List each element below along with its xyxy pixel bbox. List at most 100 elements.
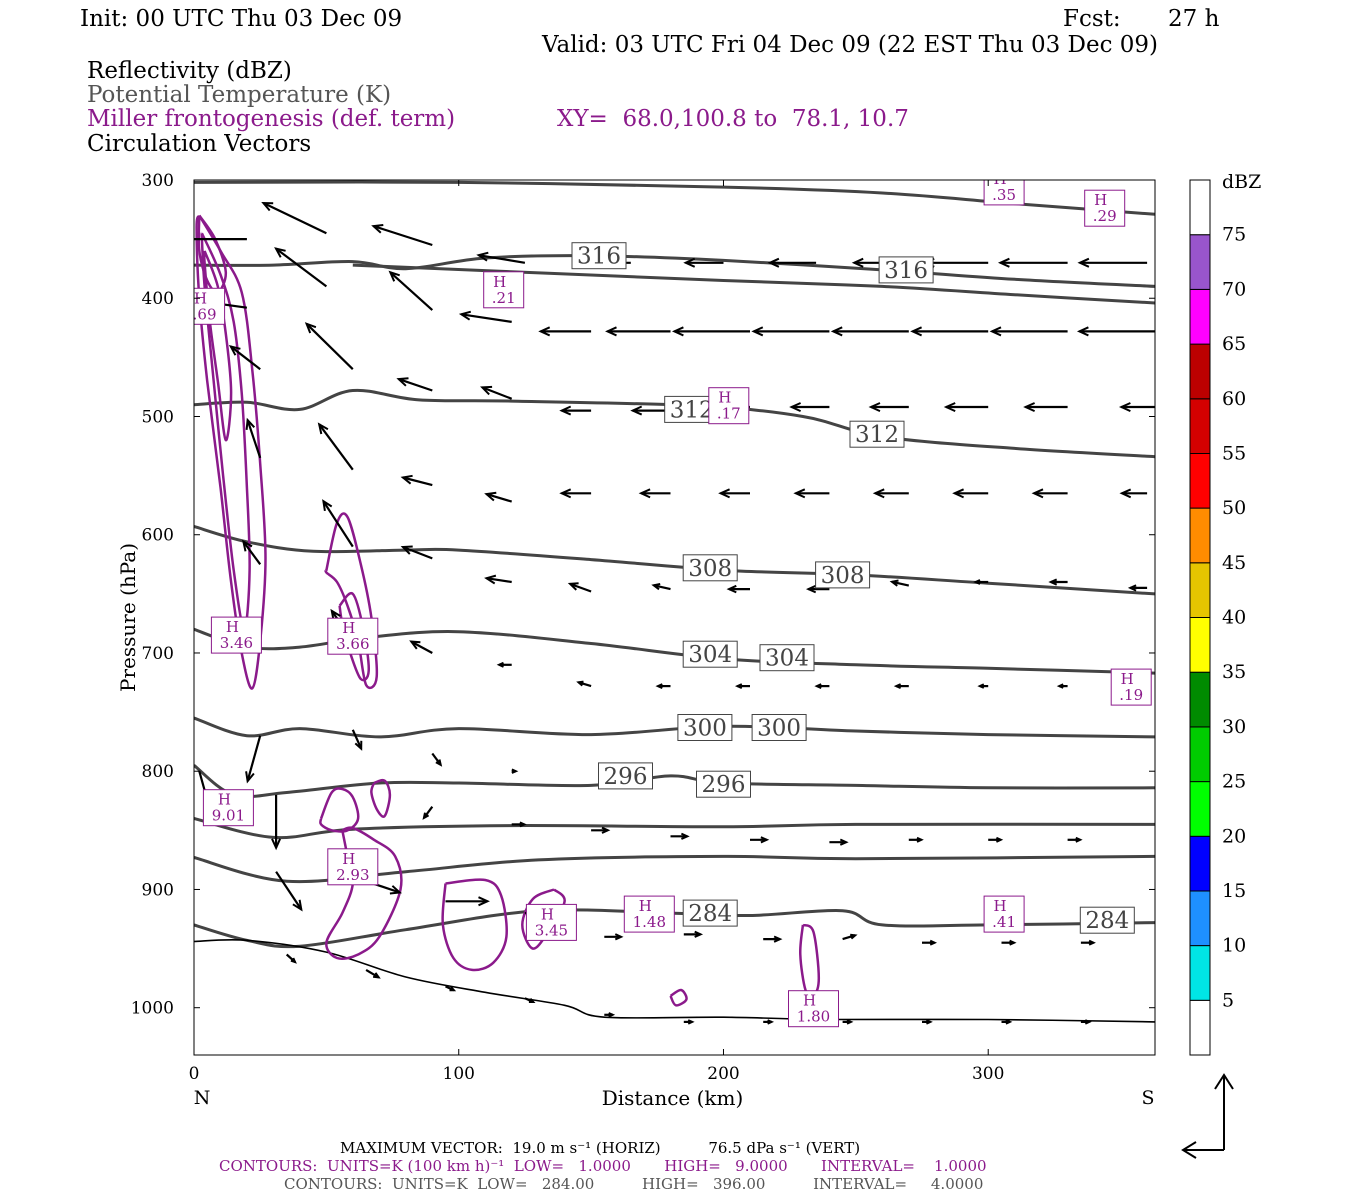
colorbar-level-label: 20 [1222,825,1246,847]
vector-head [655,683,663,690]
field-frontogenesis: Miller frontogenesis (def. term) [87,106,456,132]
circulation-vector [830,326,909,337]
y-tick-label: 300 [142,171,174,191]
circulation-vector [322,499,354,548]
vector-head [484,491,497,502]
theta-label-text: 304 [765,646,809,672]
frontogenesis-max-label: H3.66 [327,617,379,655]
vector-head [372,972,381,979]
vector-shaft [461,313,512,323]
vector-head [995,836,1004,843]
vector-shaft [351,729,363,750]
vector-head [245,771,255,784]
max-label-value: 1.80 [797,1008,830,1026]
vector-head [651,583,661,591]
vector-head [435,759,443,767]
theta-label-box [571,242,627,270]
vector-head [228,345,241,356]
max-label-box [983,180,1025,206]
vector-shaft [486,577,512,584]
vector-head [261,201,274,212]
circulation-vector [431,752,443,767]
circulation-vector [829,838,849,846]
colorbar-level-label: 60 [1222,388,1246,410]
vector-head [538,326,551,337]
vector-head [839,838,849,846]
circulation-vector [604,1012,616,1018]
circulation-vector [910,326,989,337]
max-label-value: 2.93 [336,866,369,884]
max-vector-note: MAXIMUM VECTOR: 19.0 m s⁻¹ (HORIZ) 76.5 … [340,1139,861,1157]
colorbar-swatch [1189,617,1211,673]
circulation-vector [409,640,433,654]
theta-label-box [677,714,733,741]
vector-head [773,935,783,943]
x-tick-label: 0 [189,1064,200,1084]
circulation-vector [261,201,327,235]
vector-head [850,933,858,940]
vector-head [511,768,519,774]
theta-label-box [682,899,738,927]
y-tick-label: 1000 [131,999,174,1019]
vector-head [793,488,806,499]
vector-head [718,488,731,499]
vector-head [605,326,617,337]
y-tick-label: 900 [142,880,174,900]
vector-head [767,1019,775,1025]
circulation-vector [496,661,512,668]
theta-label-text: 284 [688,901,732,927]
circulation-vector [400,474,433,487]
forecast-label: Fcst: [1063,6,1121,32]
theta-contour-label: 296 [696,770,751,798]
theta-contour [194,627,1155,675]
vector-head [292,899,303,912]
frontogenesis-max-label: H.29 [1084,189,1126,227]
vector-head [271,838,282,851]
frontogenesis-contour [521,888,566,950]
max-label-box [210,616,262,654]
vector-head [449,986,457,992]
theta-label-text: 296 [702,772,746,798]
plot-area: 316 316 312 312 308 308 304 304 300 300 296 296 284 2… [194,180,1155,1028]
frontogenesis-max-label: H.19 [1110,668,1152,706]
vector-head [601,826,611,834]
circulation-vector [789,402,830,413]
theta-label-box [759,644,815,672]
vector-shaft [478,254,526,264]
vector-head [528,998,536,1003]
max-label-value: .17 [717,405,741,423]
vector-shaft [481,386,513,400]
vector-shaft [398,378,433,392]
colorbar-level-label: 30 [1222,716,1246,738]
colorbar-swatch [1189,999,1211,1056]
theta-contour-label: 296 [598,762,653,790]
vector-head [388,270,401,282]
vector-shaft [402,545,433,560]
circulation-vector [1001,939,1017,946]
circulation-vector [718,488,750,499]
circulation-vector [285,953,297,964]
frontogenesis-max-label: H.21 [483,271,525,309]
theta-label-box [878,256,934,284]
theta-contour-label: 304 [759,644,815,672]
circulation-vector [484,491,513,503]
vector-head [814,683,822,690]
valid-time: Valid: 03 UTC Fri 04 Dec 09 (22 EST Thu … [542,32,1159,58]
vector-head [925,1019,933,1025]
vector-head [304,322,317,334]
frontogenesis-max-label: H9.01 [202,789,254,827]
theta-contour-note: CONTOURS: UNITS=K LOW= 284.00 HIGH= 396.… [284,1175,984,1193]
init-time: Init: 00 UTC Thu 03 Dec 09 [80,6,403,32]
colorbar-level-label: 35 [1222,661,1246,683]
frontogenesis-max-label: H1.48 [623,895,675,933]
theta-label-box [849,420,905,448]
theta-label-text: 304 [688,642,732,668]
circulation-vector [683,257,724,268]
vector-head [241,539,253,552]
max-label-value: .29 [1093,207,1117,225]
x-tick-label: 100 [443,1064,475,1084]
vector-shaft [230,345,261,371]
max-label-marker: H [342,850,355,868]
circulation-vector [893,683,909,690]
theta-label-text: 300 [757,716,801,742]
